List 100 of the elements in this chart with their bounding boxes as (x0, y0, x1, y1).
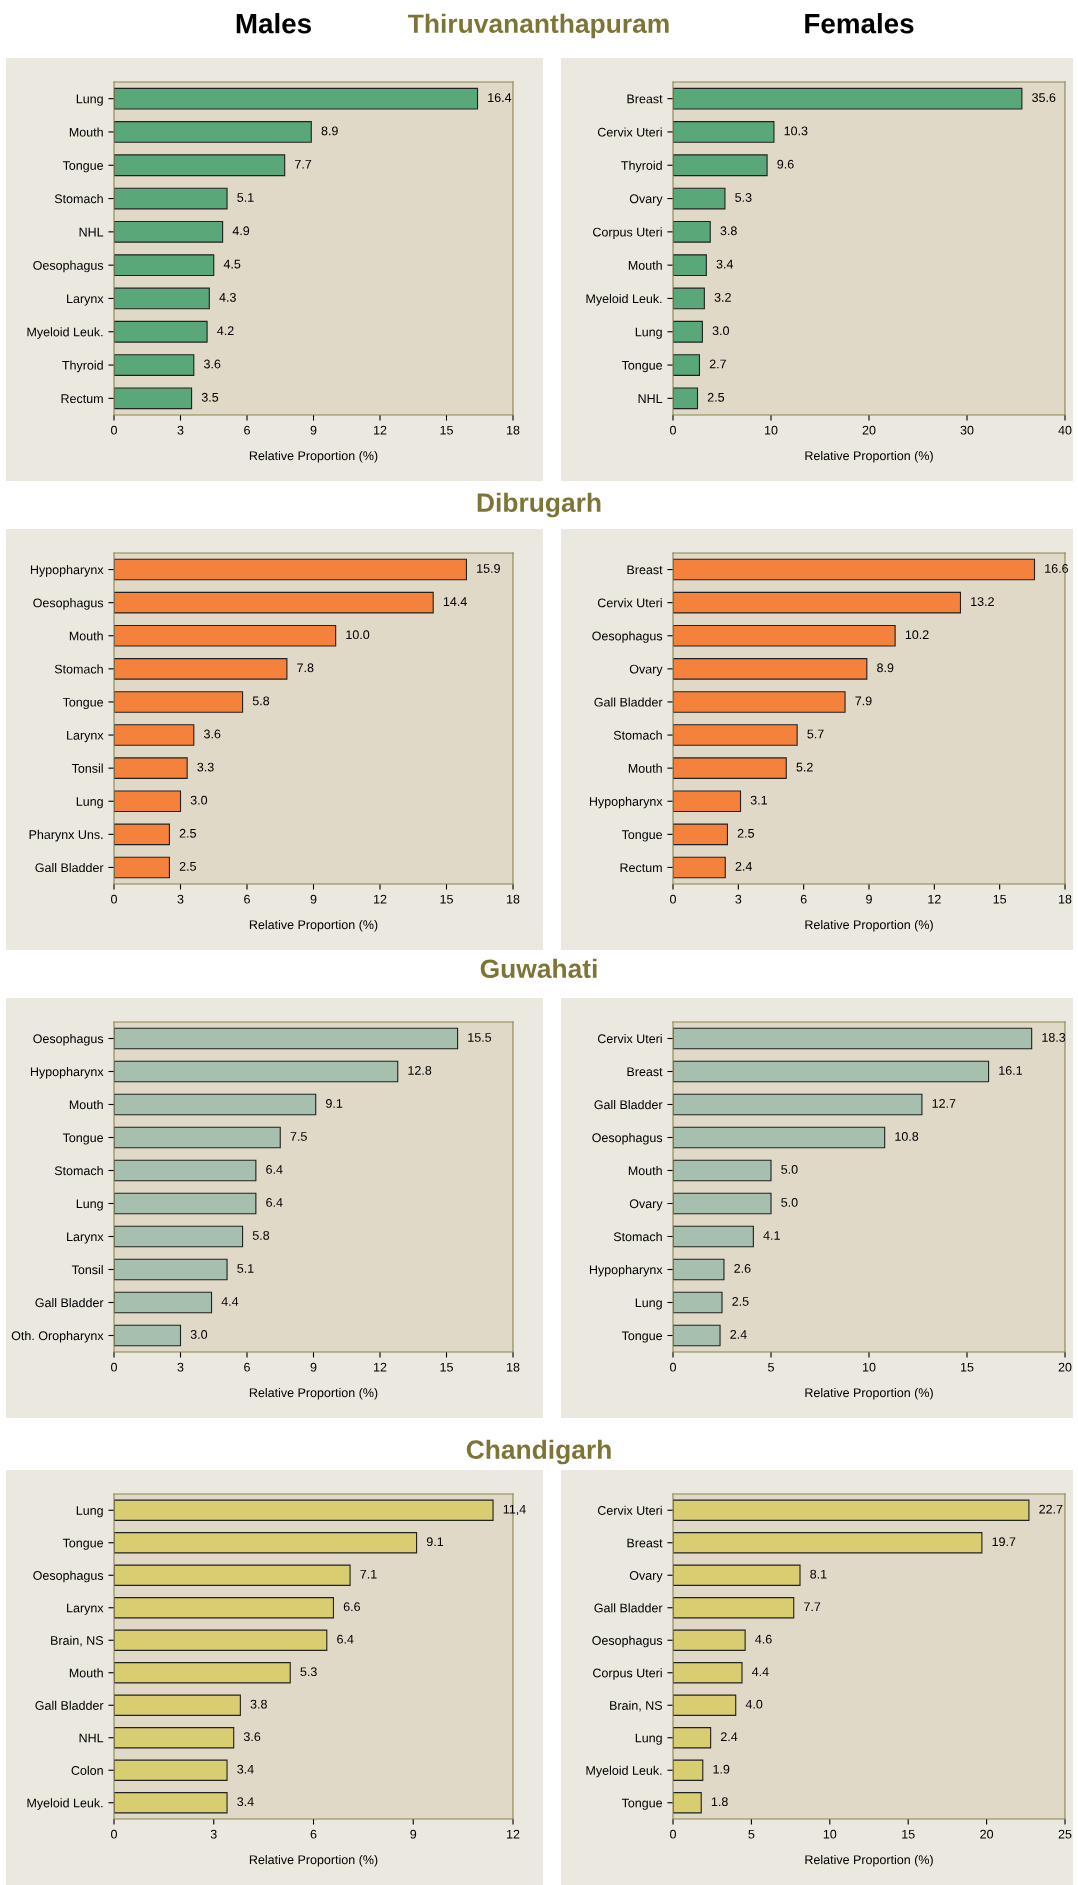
data-label: 19.7 (992, 1537, 1016, 1547)
x-tick-label: 12 (374, 425, 387, 435)
data-label: 4.9 (232, 226, 250, 236)
x-tick-label: 40 (1058, 425, 1072, 435)
data-label: 2.5 (737, 828, 755, 838)
y-tick-label: NHL (79, 1733, 104, 1743)
y-tick-label: Colon (71, 1765, 103, 1775)
y-tick-label: Lung (76, 1199, 103, 1211)
y-tick-label: Myeloid Leuk. (586, 1765, 662, 1778)
data-label: 5.2 (796, 762, 813, 772)
y-tick-label: Stomach (613, 1231, 662, 1242)
data-label: 1.9 (713, 1764, 730, 1774)
x-tick-label: 0 (670, 1362, 676, 1372)
y-tick-label: Brain, NS (51, 1635, 104, 1647)
data-label: 6.4 (266, 1165, 283, 1174)
x-tick-label: 20 (862, 425, 876, 435)
y-tick-label: Gall Bladder (594, 697, 663, 707)
data-label: 12.8 (408, 1066, 432, 1075)
x-tick-label: 25 (1058, 1829, 1072, 1839)
x-tick-label: 0 (670, 894, 676, 904)
y-tick-label: Corpus Uteri (593, 1668, 662, 1680)
y-tick-label: Tonsil (71, 763, 103, 773)
y-tick-label: Stomach (54, 1165, 103, 1176)
y-tick-label: NHL (79, 227, 104, 237)
y-tick-label: Breast (627, 1538, 663, 1548)
y-tick-label: Lung (635, 1298, 662, 1310)
x-tick-label: 10 (765, 425, 778, 435)
data-label: 4.5 (223, 259, 241, 269)
y-tick-label: Tongue (621, 1798, 663, 1810)
data-label: 7.9 (855, 696, 872, 706)
data-label: 4.1 (763, 1231, 780, 1240)
y-tick-label: Oesophagus (592, 1635, 663, 1648)
data-label: 2.6 (734, 1264, 751, 1273)
x-tick-label: 15 (902, 1829, 915, 1839)
y-tick-label: Ovary (629, 1199, 663, 1211)
data-label: 3.4 (237, 1797, 254, 1807)
y-tick-label: Oth. Oropharynx (11, 1330, 104, 1343)
data-label: 4.6 (755, 1634, 772, 1644)
data-label: 12.7 (932, 1099, 956, 1108)
data-label: 35.6 (1032, 93, 1056, 103)
x-tick-label: 9 (310, 1362, 317, 1372)
data-label: 3.6 (243, 1732, 261, 1742)
data-label: 4.2 (217, 326, 234, 335)
x-tick-label: 12 (928, 894, 941, 904)
data-label: 3.4 (237, 1764, 254, 1774)
y-tick-label: Thyroid (621, 160, 662, 173)
x-tick-label: 3 (177, 425, 184, 435)
y-tick-label: Mouth (69, 1668, 103, 1678)
y-tick-label: Tonsil (71, 1264, 103, 1275)
y-tick-label: NHL (638, 394, 663, 403)
data-label: 10.8 (895, 1132, 919, 1141)
data-label: 6.4 (337, 1634, 354, 1644)
y-tick-label: Mouth (69, 1099, 103, 1110)
y-tick-label: Lung (635, 327, 662, 339)
y-tick-label: Hypopharynx (30, 565, 104, 577)
data-label: 2.7 (709, 359, 726, 369)
data-label: 5.1 (237, 193, 254, 202)
data-label: 5.1 (237, 1264, 254, 1273)
y-tick-label: Oesophagus (592, 631, 663, 643)
x-tick-label: 6 (244, 425, 250, 435)
data-label: 10.3 (784, 126, 808, 136)
x-tick-label: 10 (863, 1362, 876, 1372)
data-label: 2.5 (179, 861, 196, 871)
data-label: 7.5 (290, 1132, 307, 1141)
x-tick-label: 3 (177, 894, 184, 904)
y-tick-label: Myeloid Leuk. (27, 327, 103, 339)
x-tick-label: 6 (310, 1829, 317, 1839)
data-label: 9.1 (326, 1099, 343, 1108)
y-tick-label: Mouth (69, 127, 103, 137)
x-axis-title: Relative Proportion (%) (249, 1387, 378, 1400)
data-label: 14.4 (443, 597, 467, 606)
x-tick-label: 5 (768, 1362, 774, 1372)
x-axis-title: Relative Proportion (%) (249, 1854, 378, 1867)
y-tick-label: Rectum (61, 394, 103, 403)
data-label: 3.3 (197, 762, 214, 772)
y-tick-label: Gall Bladder (594, 1099, 663, 1110)
y-tick-label: Oesophagus (33, 598, 104, 610)
y-tick-label: Pharynx Uns. (29, 829, 103, 842)
data-label: 5.8 (252, 1231, 270, 1240)
data-label: 2.5 (179, 828, 196, 838)
y-tick-label: Hypopharynx (30, 1066, 104, 1079)
x-axis-title: Relative Proportion (%) (249, 919, 378, 932)
y-tick-label: Lung (76, 797, 103, 809)
x-tick-label: 15 (961, 1362, 974, 1372)
y-tick-label: Stomach (54, 194, 103, 204)
x-tick-label: 15 (440, 1362, 453, 1372)
y-tick-label: Oesophagus (592, 1132, 663, 1145)
x-tick-label: 10 (823, 1829, 837, 1839)
x-tick-label: 9 (410, 1829, 417, 1839)
y-tick-label: Myeloid Leuk. (586, 293, 662, 306)
data-label: 4.4 (752, 1667, 769, 1676)
y-tick-label: Gall Bladder (35, 1700, 104, 1710)
x-tick-label: 20 (980, 1829, 994, 1839)
data-label: 15.9 (477, 564, 500, 573)
x-axis-title: Relative Proportion (%) (805, 919, 933, 932)
x-tick-label: 9 (866, 894, 872, 904)
data-label: 10.0 (346, 630, 370, 640)
y-tick-label: Stomach (613, 730, 662, 740)
x-axis-title: Relative Proportion (%) (249, 450, 378, 463)
y-tick-label: Ovary (629, 1571, 663, 1583)
